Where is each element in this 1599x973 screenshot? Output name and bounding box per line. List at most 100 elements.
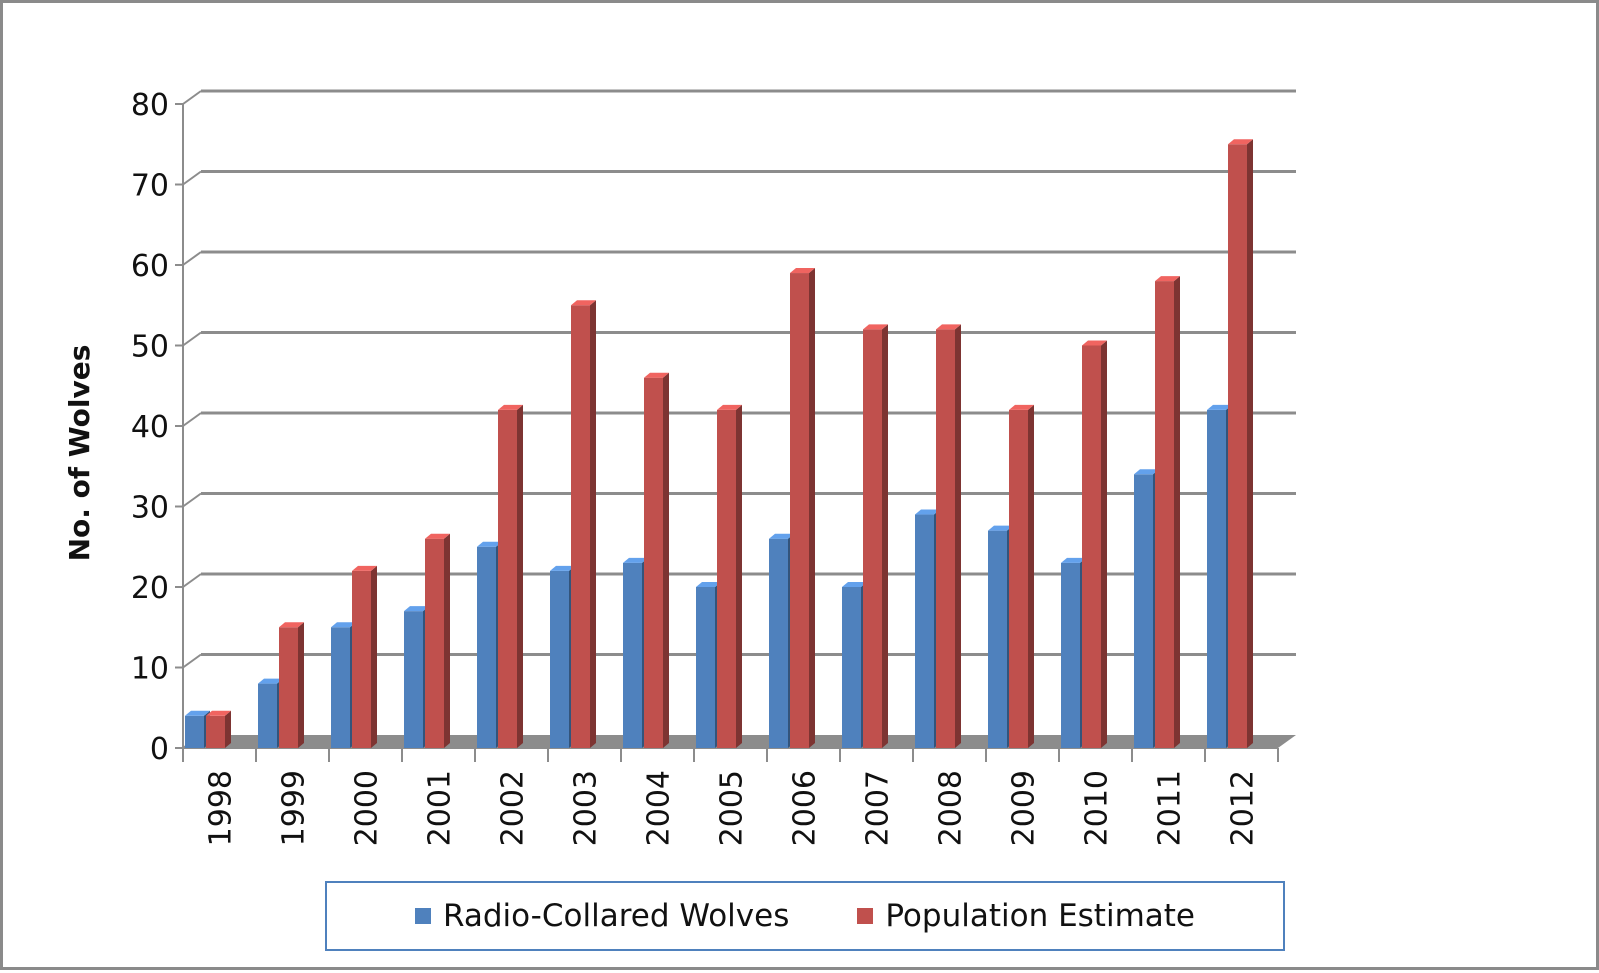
gridline-connector [182,331,202,347]
y-tick-label: 40 [131,410,169,445]
y-tick-label: 30 [131,491,169,526]
bar-front [279,627,298,748]
bar-front [331,627,350,748]
bar-front [206,715,225,748]
x-tick-label: 2011 [1153,770,1188,846]
bar-top [1061,557,1086,563]
bar-population-estimate-2005 [717,404,742,748]
bar-front [790,273,809,748]
bar-top [790,268,815,274]
bar-top [1082,340,1107,346]
y-tick-label: 20 [131,571,169,606]
x-tick-label: 2009 [1007,770,1042,846]
bar-front [623,562,642,748]
x-tick-label: 2006 [788,770,823,846]
bar-front [1134,474,1153,748]
bar-top [1009,404,1034,410]
bar-population-estimate-2006 [790,268,815,748]
gridline-connector [182,653,202,669]
x-tick-label: 2003 [569,770,604,846]
bar-population-estimate-2000 [352,565,377,748]
bar-top [1228,139,1253,145]
bar-front [1061,562,1080,748]
bar-top [623,557,648,563]
bar-top [185,710,210,716]
bar-top [498,404,523,410]
bar-top [1155,276,1180,282]
bar-front [936,329,955,748]
x-tick-label: 2005 [715,770,750,846]
bar-front [842,587,861,748]
bar-side [444,533,450,748]
y-tick-label: 70 [131,169,169,204]
bar-population-estimate-2004 [644,372,669,748]
bar-top [644,372,669,378]
y-tick-label: 10 [131,652,169,687]
y-tick-label: 60 [131,249,169,284]
bar-front [1155,281,1174,748]
legend-swatch-red [857,908,874,924]
bar-side [371,565,377,748]
bar-front [1009,409,1028,748]
bar-top [404,606,429,612]
legend-swatch-blue [414,908,431,924]
bar-top [1134,469,1159,475]
bar-front [571,305,590,748]
bar-side [736,404,742,748]
bar-population-estimate-1999 [279,622,304,748]
bar-side [663,372,669,748]
bar-side [517,404,523,748]
bar-top [915,509,940,515]
bar-front [258,683,277,748]
bar-side [590,300,596,748]
gridline-connector [182,492,202,508]
bar-top [425,533,450,539]
bar-front [498,409,517,748]
bar-population-estimate-2011 [1155,276,1180,748]
bar-front [1207,409,1226,748]
gridlines [182,89,1296,749]
bar-front [863,329,882,748]
bar-top [717,404,742,410]
bar-top [696,582,721,587]
bar-top [550,565,575,571]
legend-label: Population Estimate [885,898,1195,934]
bar-top [279,622,304,628]
bar-population-estimate-2003 [571,300,596,748]
bar-top [258,678,283,684]
bar-front [696,587,715,748]
gridline-connector [182,412,202,427]
bar-side [298,622,304,748]
bar-front [477,546,496,748]
x-tick-label: 2001 [423,770,458,846]
bar-side [1174,276,1180,748]
y-tick-labels: 0 10 20 30 40 50 60 70 80 [131,88,169,767]
bar-side [225,710,231,748]
x-tick-label: 2007 [861,770,896,846]
bar-population-estimate-1998 [206,710,231,748]
bar-front [185,715,204,748]
bar-population-estimate-2002 [498,404,523,748]
legend: Radio-Collared Wolves Population Estimat… [325,881,1285,951]
bar-top [1207,404,1232,410]
bar-population-estimate-2007 [863,324,888,748]
x-tick-label: 1999 [277,770,312,846]
bar-side [1028,404,1034,748]
bar-population-estimate-2012 [1228,139,1253,748]
bar-side [955,324,961,748]
bar-front [1082,345,1101,748]
x-tick-label: 2008 [934,770,969,846]
x-tick-label: 2000 [350,770,385,846]
legend-label: Radio-Collared Wolves [442,898,790,934]
bar-top [206,710,231,716]
bar-front [352,570,371,748]
gridline-connector [182,573,202,588]
bar-front [717,409,736,748]
bar-side [882,324,888,748]
bar-top [842,582,867,587]
y-axis-title: No. of Wolves [63,345,96,562]
bar-top [571,300,596,306]
y-tick-label: 80 [131,88,169,123]
bar-front [550,570,569,748]
bar-side [1247,139,1253,748]
